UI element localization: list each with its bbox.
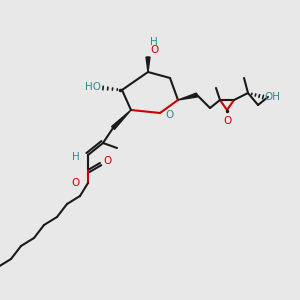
Text: HO: HO — [85, 82, 101, 92]
Text: O: O — [103, 156, 111, 166]
Polygon shape — [112, 110, 131, 129]
Text: OH: OH — [264, 92, 280, 102]
Polygon shape — [146, 57, 150, 72]
Text: O: O — [223, 116, 231, 126]
Polygon shape — [178, 93, 197, 100]
Text: O: O — [150, 45, 158, 55]
Text: H: H — [72, 152, 80, 162]
Text: O: O — [165, 110, 173, 120]
Text: O: O — [72, 178, 80, 188]
Text: H: H — [150, 37, 158, 47]
